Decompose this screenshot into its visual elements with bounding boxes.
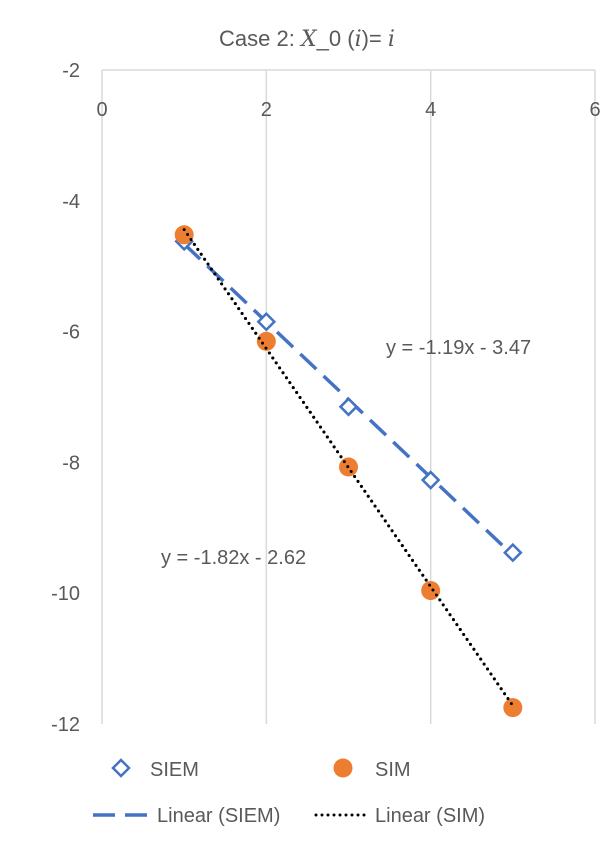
sim-point [503,698,523,718]
title-mid: _0 ( [316,26,356,51]
legend-label-sim: SIM [375,759,411,781]
x-tick-label: 0 [96,99,107,121]
data-points [174,225,523,718]
sim-point [174,225,194,245]
legend-item-linear-siem: Linear (SIEM) [93,805,280,827]
y-tick-label: -12 [51,714,80,736]
legend-item-linear-sim: Linear (SIM) [314,805,485,827]
y-tick-label: -4 [62,191,80,213]
y-tick-label: -8 [62,452,80,474]
legend-item-siem: SIEM [111,758,199,781]
siem-point [338,397,359,417]
x-tick-label: 6 [589,99,600,121]
legend-marker-siem [111,758,131,778]
tick-labels: 0 2 4 6 -2 -4 -6 -8 -10 -12 [51,60,600,736]
title-math-i-2: i [388,27,395,52]
siem-point [420,470,441,490]
x-tick-label: 2 [261,99,272,121]
title-close: )= [362,26,388,51]
legend-marker-sim [333,758,353,778]
gridlines [101,69,596,724]
x-tick-label: 4 [425,99,436,121]
legend-label-linear-sim: Linear (SIM) [375,805,485,827]
legend: SIEM SIM Linear (SIEM) Linear (SIM) [93,758,485,827]
y-tick-label: -10 [51,583,80,605]
siem-point [503,542,523,563]
title-math-x: X [299,27,318,52]
chart-title: Case 2: X_0 (i)= i [219,26,395,52]
legend-label-siem: SIEM [150,759,199,781]
legend-item-sim: SIM [333,758,411,781]
y-tick-label: -6 [62,322,80,344]
trendline-linear-sim-overlay [182,228,515,708]
title-prefix: Case 2: [219,26,301,51]
legend-label-linear-siem: Linear (SIEM) [157,805,280,827]
sim-point [421,581,441,601]
y-tick-label: -2 [62,60,80,82]
sim-point [256,331,276,351]
title-math-i: i [355,27,362,52]
trendline-equation-sim: y = -1.82x - 2.62 [161,547,306,569]
siem-point [256,312,277,332]
trendline-equation-siem: y = -1.19x - 3.47 [386,337,531,359]
